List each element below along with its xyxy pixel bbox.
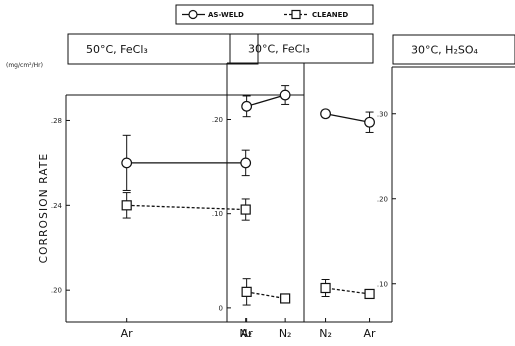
cleaned-line: [126, 204, 246, 211]
panel-title-box: [392, 34, 515, 65]
x-category-label: N₂: [239, 327, 252, 340]
series-cleaned: [320, 279, 375, 300]
cleaned-line: [325, 287, 370, 295]
cleaned-point: [280, 293, 291, 304]
legend-as-weld-label: AS-WELD: [208, 11, 244, 19]
x-category-label: Ar: [121, 327, 134, 340]
series-as-weld: [241, 85, 291, 118]
panel-title: 30°C, H₂SO₄: [411, 44, 478, 57]
x-category-label: N₂: [319, 327, 332, 340]
y-tick-label: .24: [51, 202, 63, 210]
as-weld-point: [241, 100, 253, 112]
y-tick-label: .10: [212, 210, 223, 218]
series-as-weld: [320, 108, 375, 133]
panel-title: 30°C, FeCl₃: [248, 43, 310, 56]
legend-as-weld-marker: [188, 9, 198, 20]
series-cleaned: [241, 278, 291, 306]
as-weld-point: [320, 108, 331, 120]
cleaned-point: [364, 288, 375, 300]
units-label: (mg/cm²/Hr): [6, 62, 43, 69]
x-category-label: Ar: [364, 327, 377, 340]
panel-30c-h2so4: 30°C, H₂SO₄ .30 .20 .10 Ar N₂: [304, 34, 515, 340]
y-tick-label: 0: [219, 304, 223, 312]
as-weld-line: [325, 113, 370, 123]
cleaned-point: [240, 204, 251, 215]
as-weld-point: [240, 157, 252, 169]
y-tick-label: .20: [377, 195, 388, 203]
cleaned-point: [241, 286, 252, 297]
legend-cleaned-label: CLEANED: [312, 11, 348, 19]
cleaned-line: [246, 291, 286, 300]
panel-title-box: [67, 33, 259, 65]
cleaned-point: [121, 200, 132, 211]
as-weld-point: [279, 89, 291, 101]
legend-box: [175, 4, 374, 25]
as-weld-point: [364, 116, 375, 128]
y-tick-label: .30: [377, 110, 388, 118]
y-axis-label: CORROSION RATE: [38, 153, 50, 264]
y-tick-label: .20: [51, 287, 62, 295]
as-weld-line: [246, 94, 286, 107]
cleaned-point: [320, 282, 331, 294]
series-cleaned: [121, 192, 251, 221]
y-tick-label: .10: [377, 280, 388, 288]
legend-cleaned-marker: [291, 9, 301, 20]
x-category-label: N₂: [279, 327, 292, 340]
y-tick-label: .28: [51, 117, 62, 125]
panel-title: 50°C, FeCl₃: [86, 43, 148, 56]
y-tick-label: .20: [212, 116, 223, 124]
as-weld-point: [121, 157, 133, 169]
series-as-weld: [121, 134, 252, 191]
legend: AS-WELD CLEANED: [175, 4, 374, 25]
legend-cleaned: CLEANED: [284, 9, 348, 20]
legend-as-weld: AS-WELD: [182, 9, 244, 20]
x-category-label: Ar: [241, 327, 254, 340]
